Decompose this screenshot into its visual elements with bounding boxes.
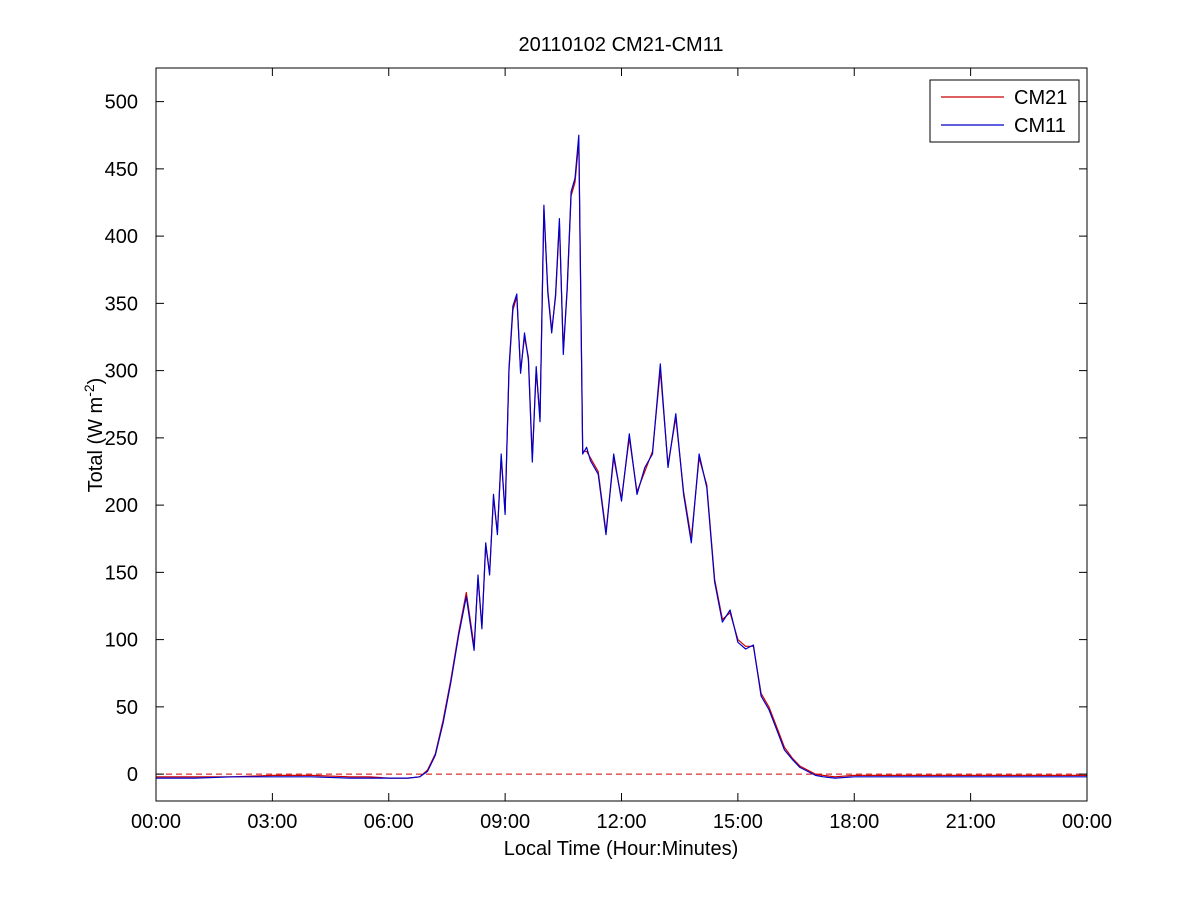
x-tick-label: 06:00 (364, 811, 414, 833)
y-axis-label-text: Total (W m (85, 397, 107, 493)
plot-area (156, 134, 1087, 779)
x-tick-label: 09:00 (480, 811, 530, 833)
legend-label-cm11: CM11 (1014, 115, 1066, 137)
x-tick-label: 18:00 (829, 811, 879, 833)
y-tick-label: 400 (105, 226, 138, 248)
y-tick-label: 500 (105, 92, 138, 114)
y-tick-label: 350 (105, 293, 138, 315)
y-tick-label: 0 (127, 764, 138, 786)
x-axis-label: Local Time (Hour:Minutes) (504, 838, 739, 860)
series-line-cm11 (156, 134, 1087, 779)
y-tick-label: 50 (116, 697, 138, 719)
y-tick-label: 200 (105, 495, 138, 517)
y-tick-label: 150 (105, 562, 138, 584)
x-tick-label: 12:00 (596, 811, 646, 833)
x-tick-label: 00:00 (131, 811, 181, 833)
y-axis-label: Total (W m-2) (81, 378, 107, 493)
x-tick-label: 03:00 (247, 811, 297, 833)
legend-label-cm21: CM21 (1014, 87, 1067, 109)
x-tick-label: 21:00 (946, 811, 996, 833)
chart-title: 20110102 CM21-CM11 (519, 34, 724, 56)
legend: CM21 CM11 (929, 79, 1080, 143)
y-tick-label: 100 (105, 630, 138, 652)
y-tick-label: 300 (105, 361, 138, 383)
y-axis-label-suffix: ) (85, 378, 107, 385)
x-tick-label: 00:00 (1062, 811, 1112, 833)
x-tick-label: 15:00 (713, 811, 763, 833)
legend-box (929, 79, 1080, 143)
axes: 00:00 03:00 06:00 09:00 12:00 15:00 18:00 21:00… (105, 67, 1112, 833)
y-axis-label-superscript: -2 (81, 384, 97, 397)
y-tick-label: 250 (105, 428, 138, 450)
y-tick-label: 450 (105, 159, 138, 181)
